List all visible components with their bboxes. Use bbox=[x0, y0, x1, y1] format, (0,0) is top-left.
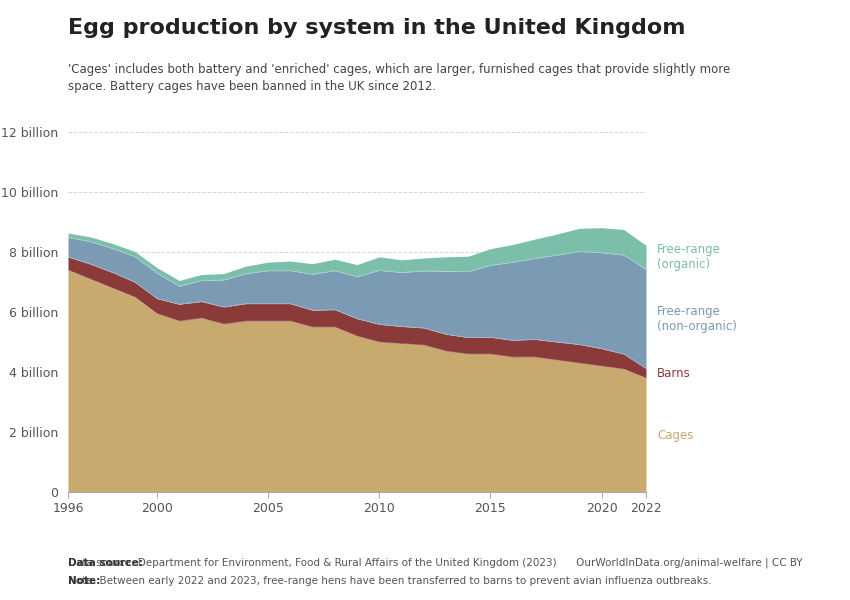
Text: Barns: Barns bbox=[657, 367, 691, 380]
Text: Free-range
(non-organic): Free-range (non-organic) bbox=[657, 305, 737, 333]
Text: Cages: Cages bbox=[657, 428, 694, 442]
Text: Note:: Note: bbox=[68, 576, 100, 586]
Text: Data source:: Data source: bbox=[68, 558, 143, 568]
Text: Note: Between early 2022 and 2023, free-range hens have been transferred to barn: Note: Between early 2022 and 2023, free-… bbox=[68, 576, 711, 586]
Text: 'Cages' includes both battery and 'enriched' cages, which are larger, furnished : 'Cages' includes both battery and 'enric… bbox=[68, 63, 730, 93]
Text: Data source: Department for Environment, Food & Rural Affairs of the United King: Data source: Department for Environment,… bbox=[68, 558, 802, 569]
Text: Our World
in Data: Our World in Data bbox=[725, 34, 796, 62]
Text: Egg production by system in the United Kingdom: Egg production by system in the United K… bbox=[68, 18, 685, 38]
Text: Free-range
(organic): Free-range (organic) bbox=[657, 244, 721, 271]
